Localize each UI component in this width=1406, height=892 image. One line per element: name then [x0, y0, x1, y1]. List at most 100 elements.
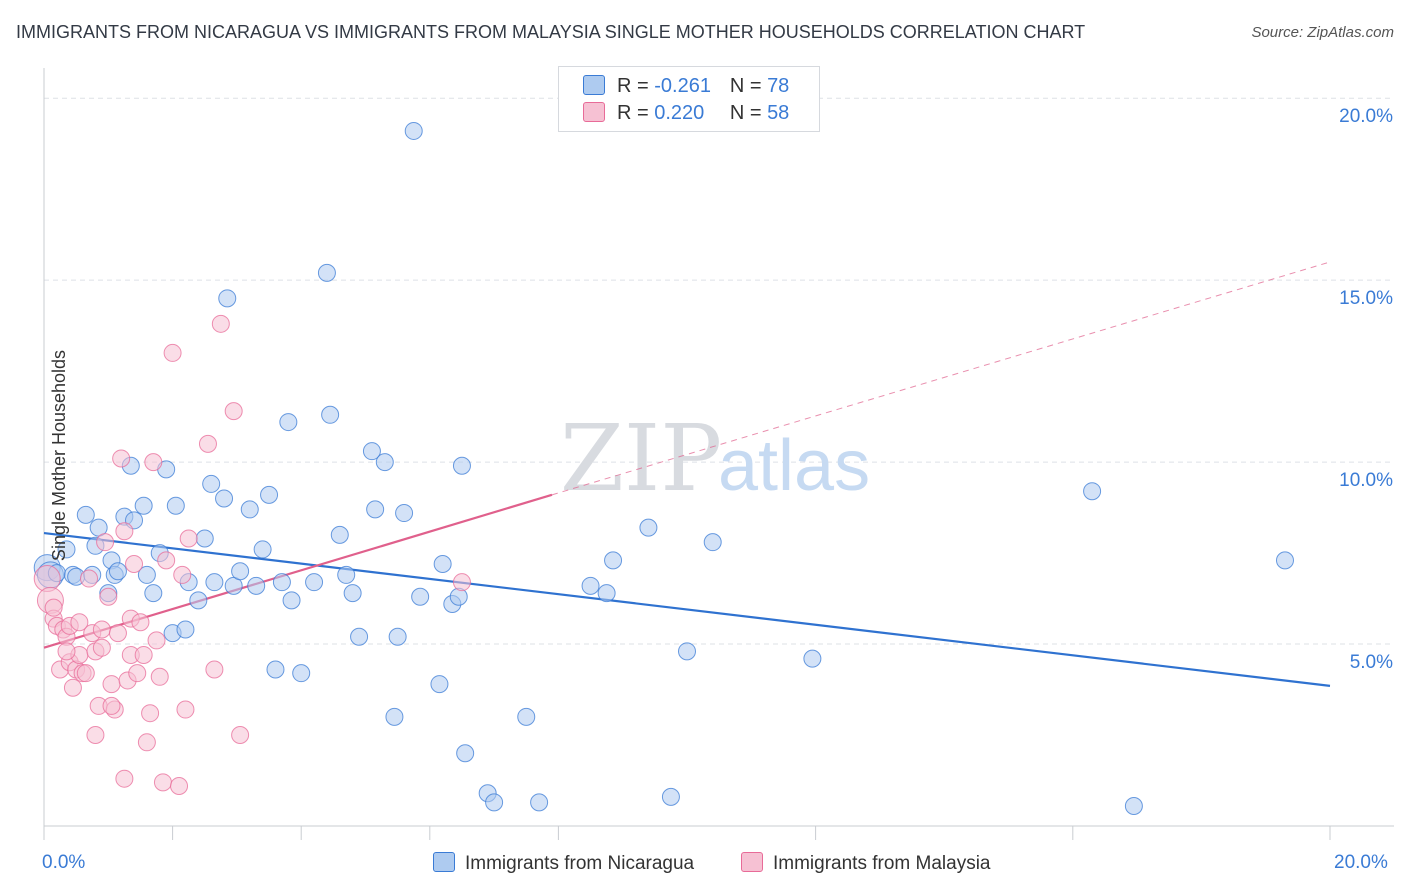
point-nicaragua [137, 565, 156, 584]
point-malaysia [125, 554, 144, 573]
point-nicaragua [57, 540, 76, 559]
point-nicaragua [604, 551, 623, 570]
point-nicaragua [639, 518, 658, 537]
point-malaysia [224, 402, 243, 421]
trend-line-nicaragua [43, 531, 1331, 687]
point-malaysia [63, 678, 82, 697]
point-malaysia [115, 522, 134, 541]
bottom-legend-malaysia: Immigrants from Malaysia [741, 852, 991, 875]
point-malaysia [128, 664, 147, 683]
point-malaysia [86, 726, 105, 745]
point-nicaragua [452, 456, 471, 475]
point-nicaragua [661, 787, 680, 806]
point-malaysia [102, 696, 121, 715]
point-malaysia [231, 726, 250, 745]
data-points [33, 121, 1294, 815]
point-nicaragua [350, 627, 369, 646]
bottom-legend-swatch-blue [433, 852, 455, 872]
point-nicaragua [202, 474, 221, 493]
point-malaysia [96, 533, 115, 552]
point-nicaragua [343, 584, 362, 603]
point-nicaragua [260, 485, 279, 504]
point-malaysia [141, 704, 160, 723]
point-nicaragua [266, 660, 285, 679]
point-nicaragua [279, 413, 298, 432]
bottom-legend-label: Immigrants from Malaysia [773, 853, 991, 874]
point-malaysia [205, 660, 224, 679]
point-nicaragua [375, 453, 394, 472]
point-nicaragua [411, 587, 430, 606]
watermark-zip: ZIP [560, 405, 722, 512]
point-nicaragua [1275, 551, 1294, 570]
legend-row-nicaragua: R = -0.261 N = 78 [583, 75, 789, 99]
point-nicaragua [76, 505, 95, 524]
point-malaysia [44, 598, 63, 617]
bottom-legend-label: Immigrants from Nicaragua [465, 853, 695, 874]
point-nicaragua [253, 540, 272, 559]
point-nicaragua [166, 496, 185, 515]
point-nicaragua [449, 587, 468, 606]
point-nicaragua [247, 576, 266, 595]
point-nicaragua [317, 263, 336, 282]
point-nicaragua [134, 496, 153, 515]
point-nicaragua [395, 504, 414, 523]
point-malaysia [92, 620, 111, 639]
point-malaysia [76, 664, 95, 683]
point-malaysia [179, 529, 198, 548]
point-malaysia [198, 434, 217, 453]
legend-swatch-pink [583, 102, 605, 122]
point-nicaragua [597, 584, 616, 603]
x-tick-label-max: 20.0% [1334, 852, 1388, 873]
point-nicaragua [530, 793, 549, 812]
point-nicaragua [108, 562, 127, 581]
point-nicaragua [218, 289, 237, 308]
bottom-legend-swatch-pink [741, 852, 763, 872]
point-malaysia [452, 573, 471, 592]
watermark-atlas: atlas [718, 426, 870, 506]
point-nicaragua [1124, 796, 1143, 815]
chart-title: IMMIGRANTS FROM NICARAGUA VS IMMIGRANTS … [16, 22, 1086, 42]
point-malaysia [170, 776, 189, 795]
point-malaysia [131, 613, 150, 632]
legend-r-value: -0.261 [654, 75, 711, 97]
point-nicaragua [456, 744, 475, 763]
point-nicaragua [330, 525, 349, 544]
point-nicaragua [176, 620, 195, 639]
point-nicaragua [144, 584, 163, 603]
point-malaysia [147, 631, 166, 650]
point-nicaragua [205, 573, 224, 592]
point-malaysia [108, 624, 127, 643]
point-malaysia [173, 565, 192, 584]
y-tick-label: 5.0% [1350, 652, 1393, 673]
point-malaysia [176, 700, 195, 719]
legend-n-value: 58 [767, 102, 790, 124]
point-malaysia [134, 645, 153, 664]
point-malaysia [57, 642, 76, 661]
point-malaysia [99, 587, 118, 606]
point-nicaragua [337, 565, 356, 584]
legend-n-value: 78 [767, 75, 790, 97]
point-nicaragua [215, 489, 234, 508]
legend-n-label: N = [729, 75, 762, 97]
legend-r-label: R = [617, 75, 649, 97]
point-nicaragua [485, 793, 504, 812]
point-malaysia [137, 733, 156, 752]
source-label: Source: ZipAtlas.com [1251, 24, 1394, 41]
point-nicaragua [366, 500, 385, 519]
point-nicaragua [433, 554, 452, 573]
point-malaysia [80, 569, 99, 588]
y-tick-label: 15.0% [1339, 288, 1393, 309]
point-nicaragua [517, 707, 536, 726]
point-nicaragua [240, 500, 259, 519]
watermark: ZIP atlas [560, 405, 870, 512]
point-nicaragua [231, 562, 250, 581]
legend-r-value: 0.220 [654, 102, 705, 124]
point-nicaragua [404, 121, 423, 140]
point-malaysia [157, 551, 176, 570]
x-tick-label-min: 0.0% [42, 852, 86, 873]
point-nicaragua [195, 529, 214, 548]
y-axis-title: Single Mother Households [49, 349, 70, 562]
legend-swatch-blue [583, 75, 605, 95]
legend-row-malaysia: R = 0.220 N = 58 [583, 102, 789, 126]
